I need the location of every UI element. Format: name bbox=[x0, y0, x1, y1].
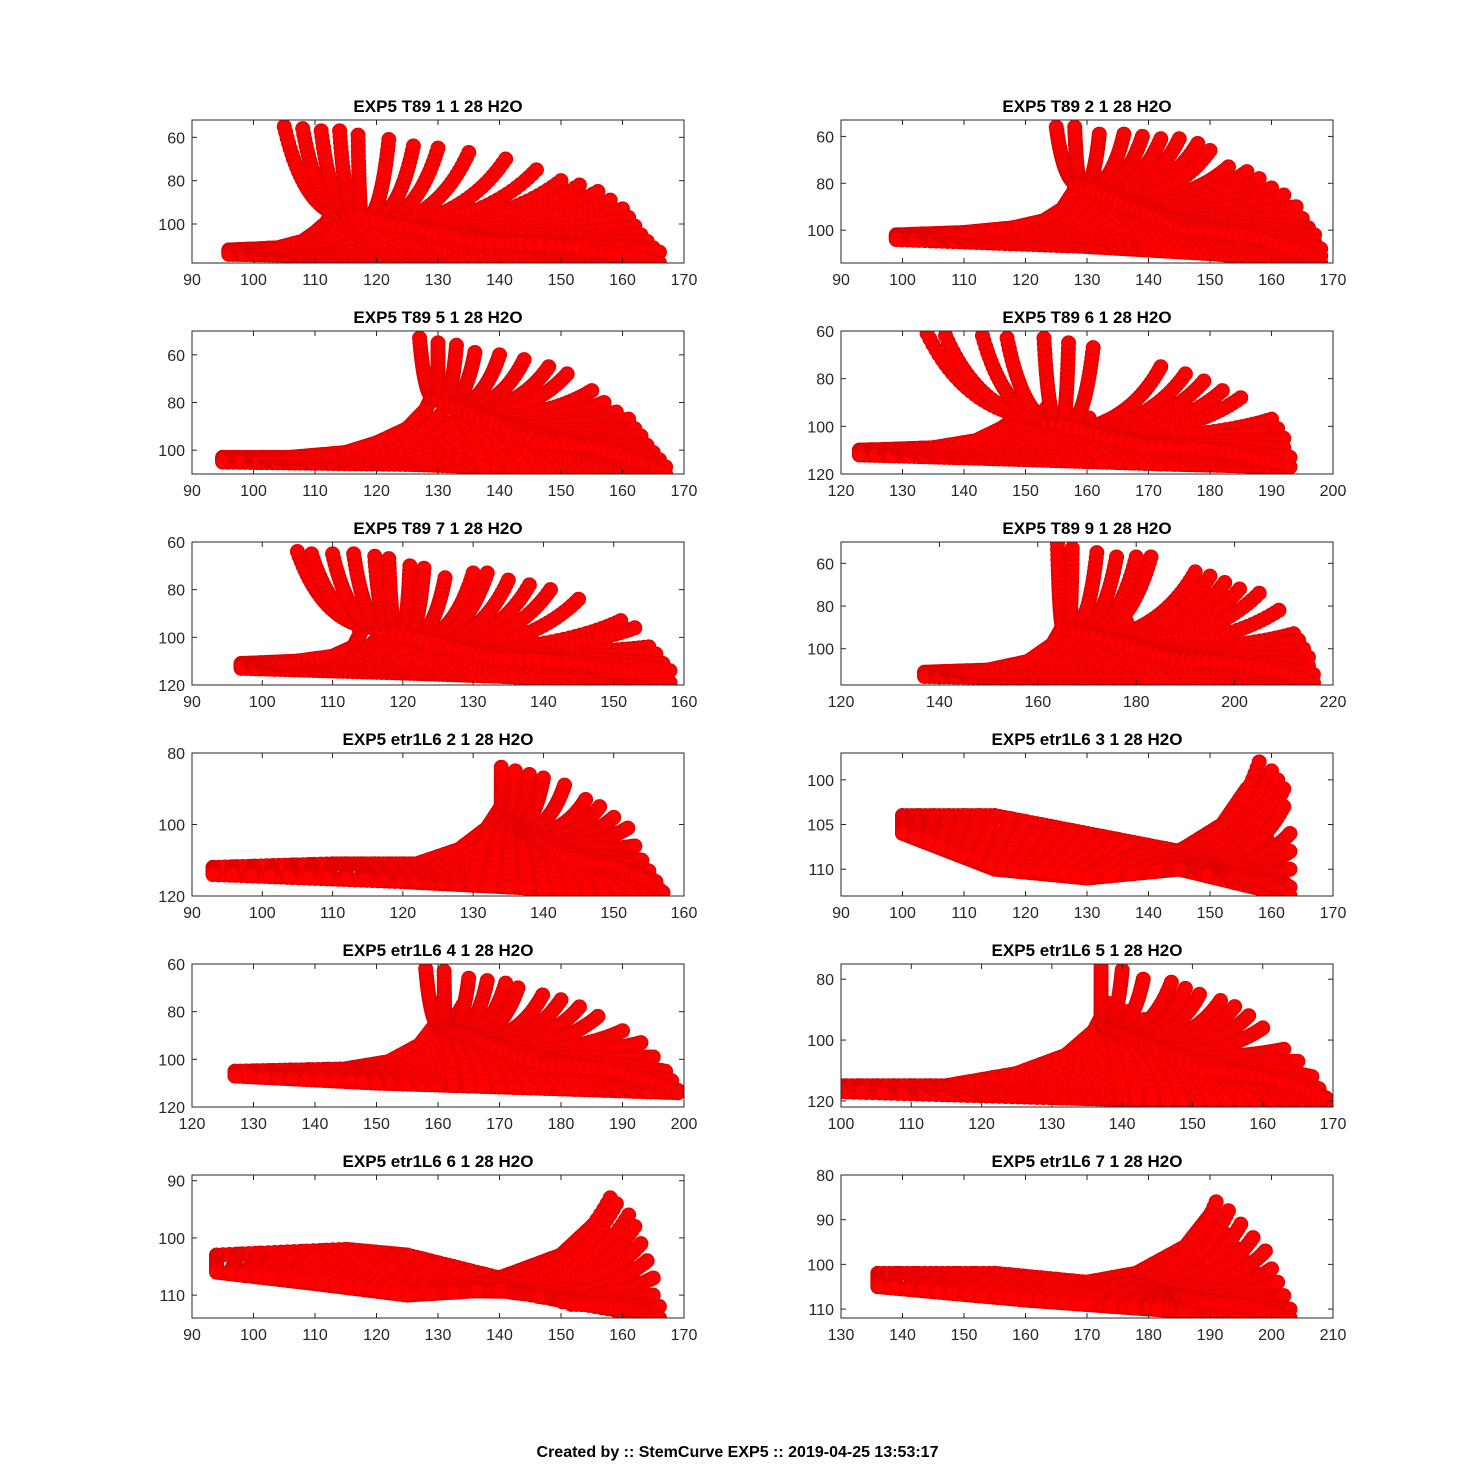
x-tick-label: 140 bbox=[486, 272, 513, 289]
data-point bbox=[295, 121, 311, 137]
x-tick-label: 100 bbox=[889, 272, 916, 289]
scatter-series bbox=[888, 120, 1329, 263]
scatter-series bbox=[221, 120, 667, 263]
data-point bbox=[467, 344, 483, 360]
chart-title: EXP5 T89 2 1 28 H2O bbox=[1002, 97, 1171, 116]
data-point bbox=[498, 151, 514, 167]
data-point bbox=[1091, 126, 1107, 142]
y-tick-label: 100 bbox=[158, 443, 185, 460]
x-tick-label: 90 bbox=[832, 272, 850, 289]
data-point bbox=[350, 127, 366, 143]
data-point bbox=[405, 138, 421, 154]
data-point bbox=[584, 383, 600, 399]
y-tick-label: 80 bbox=[167, 396, 185, 413]
chart-panel-2: 90 100 110 120 130 140 150 160 170 60 80 100 EXP5 T8… bbox=[807, 97, 1346, 289]
data-point bbox=[430, 335, 446, 351]
data-point bbox=[1116, 126, 1132, 142]
x-tick-label: 140 bbox=[486, 483, 513, 500]
x-tick-label: 140 bbox=[1135, 272, 1162, 289]
y-tick-label: 80 bbox=[816, 176, 834, 193]
x-tick-label: 100 bbox=[240, 483, 267, 500]
x-tick-label: 120 bbox=[363, 272, 390, 289]
y-tick-label: 60 bbox=[167, 348, 185, 365]
chart-panel-4: 120 130 140 150 160 170 180 190 2006080100120EXP… bbox=[807, 308, 1346, 500]
data-point bbox=[559, 366, 575, 382]
x-tick-label: 170 bbox=[671, 272, 698, 289]
data-point bbox=[1153, 131, 1169, 147]
x-tick-label: 160 bbox=[609, 272, 636, 289]
data-point bbox=[516, 352, 532, 368]
x-tick-label: 90 bbox=[183, 272, 201, 289]
x-tick-label: 130 bbox=[425, 272, 452, 289]
data-point bbox=[276, 120, 292, 134]
x-tick-label: 120 bbox=[363, 483, 390, 500]
x-tick-label: 170 bbox=[671, 483, 698, 500]
chart-panel-3: 90 100 110 120 130 140 150 160 170 60 80 100 EXP5 T8… bbox=[158, 308, 697, 500]
data-point bbox=[332, 123, 348, 139]
chart-title: EXP5 T89 5 1 28 H2O bbox=[353, 308, 522, 327]
data-point bbox=[381, 132, 397, 147]
data-point bbox=[492, 347, 507, 363]
x-tick-label: 110 bbox=[302, 272, 328, 289]
y-tick-label: 100 bbox=[807, 223, 834, 240]
x-tick-label: 120 bbox=[1012, 272, 1039, 289]
x-tick-label: 90 bbox=[183, 483, 201, 500]
x-tick-label: 150 bbox=[548, 272, 575, 289]
x-tick-label: 100 bbox=[240, 272, 267, 289]
data-point bbox=[1067, 120, 1083, 135]
x-tick-label: 160 bbox=[609, 483, 636, 500]
x-tick-label: 110 bbox=[302, 483, 328, 500]
data-point bbox=[1134, 128, 1150, 144]
x-tick-label: 170 bbox=[1320, 272, 1347, 289]
data-point bbox=[215, 454, 231, 470]
x-tick-label: 150 bbox=[548, 483, 575, 500]
data-point bbox=[1171, 131, 1187, 147]
data-point bbox=[412, 331, 428, 346]
data-point bbox=[528, 162, 544, 178]
data-point bbox=[571, 177, 587, 193]
chart-title: EXP5 T89 1 1 28 H2O bbox=[353, 97, 522, 116]
data-point bbox=[461, 145, 477, 160]
x-tick-label: 110 bbox=[951, 272, 977, 289]
data-point bbox=[430, 140, 446, 156]
x-tick-label: 130 bbox=[425, 483, 452, 500]
x-tick-label: 130 bbox=[1074, 272, 1101, 289]
data-point bbox=[1048, 120, 1064, 135]
data-point bbox=[1202, 142, 1218, 158]
x-tick-label: 150 bbox=[1197, 272, 1224, 289]
y-tick-label: 100 bbox=[158, 217, 185, 234]
chart-panel-1: 90 100 110 120 130 140 150 160 170 60 80 100 EXP5 T8… bbox=[158, 97, 697, 289]
y-tick-label: 80 bbox=[167, 174, 185, 191]
data-point bbox=[313, 123, 329, 139]
y-tick-label: 60 bbox=[816, 129, 834, 146]
data-point bbox=[888, 231, 904, 247]
x-tick-label: 160 bbox=[1258, 272, 1285, 289]
data-point bbox=[1276, 187, 1292, 203]
data-point bbox=[541, 359, 557, 375]
data-point bbox=[651, 255, 667, 263]
y-tick-label: 60 bbox=[167, 130, 185, 147]
data-point bbox=[448, 337, 464, 353]
